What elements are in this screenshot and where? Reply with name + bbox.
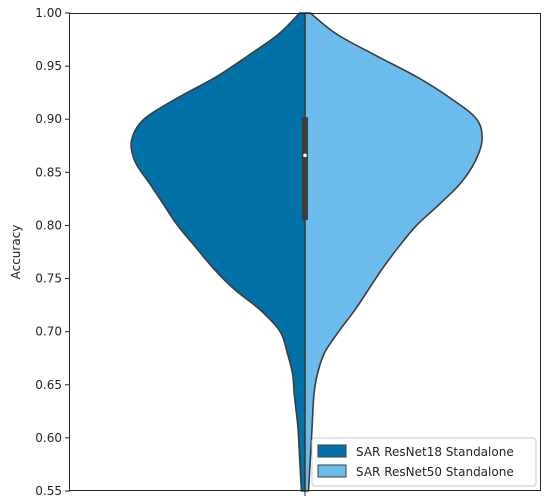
legend-box <box>311 437 537 487</box>
y-tick-label: 1.00 <box>35 6 62 20</box>
legend-swatch-resnet18 <box>317 444 347 458</box>
y-tick-label: 0.85 <box>35 165 62 179</box>
violins <box>130 12 483 492</box>
y-ticks: 0.55 0.60 0.65 0.70 0.75 0.80 0.85 0.90 0.95 1.00 <box>35 6 70 498</box>
inner-box <box>302 117 308 221</box>
legend-label-resnet18: SAR ResNet18 Standalone <box>356 445 514 459</box>
plot-frame <box>69 13 541 491</box>
y-tick-label: 0.65 <box>35 378 62 392</box>
y-axis-label: Accuracy <box>9 225 23 280</box>
y-tick-label: 0.70 <box>35 325 62 339</box>
legend-label-resnet50: SAR ResNet50 Standalone <box>356 465 514 479</box>
legend: SAR ResNet18 Standalone SAR ResNet50 Sta… <box>311 437 537 487</box>
legend-swatch-resnet50 <box>317 464 347 478</box>
violin-half-right <box>304 12 483 492</box>
median-dot <box>303 153 307 158</box>
y-tick-label: 0.90 <box>35 112 62 126</box>
violin-half-left <box>130 12 306 492</box>
iqr-bar <box>302 117 308 221</box>
y-tick-label: 0.80 <box>35 218 62 232</box>
y-tick-label: 0.95 <box>35 59 62 73</box>
y-tick-label: 0.75 <box>35 272 62 286</box>
y-tick-label: 0.55 <box>35 484 62 498</box>
y-tick-label: 0.60 <box>35 431 62 445</box>
